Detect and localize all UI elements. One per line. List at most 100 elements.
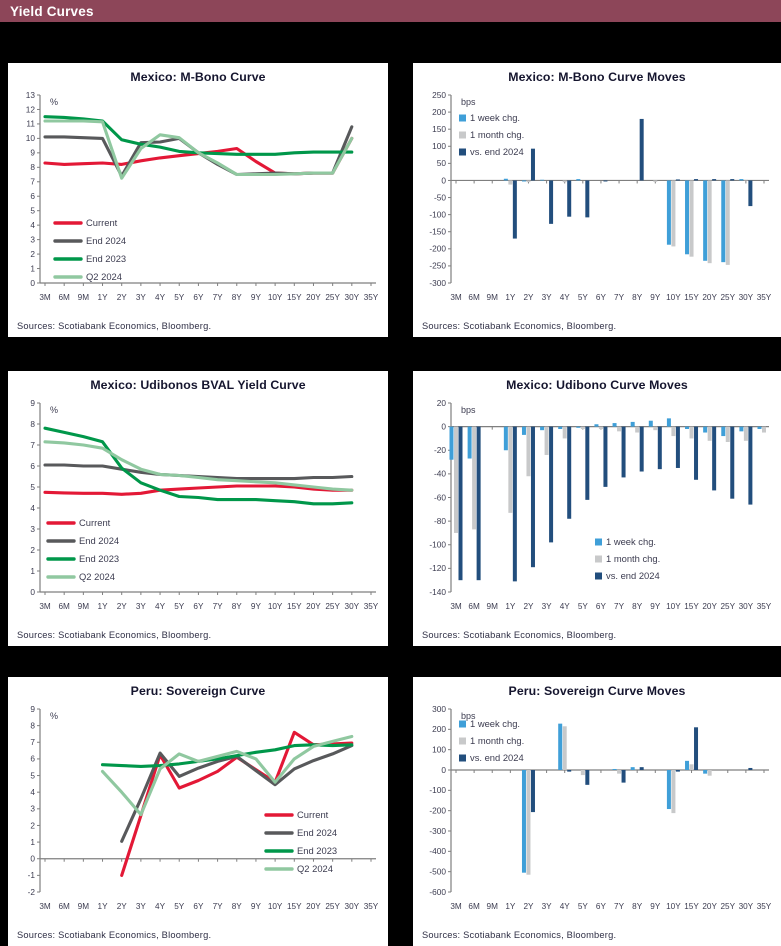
- svg-text:11: 11: [26, 119, 35, 129]
- chart-canvas: 20 0 -20 -40 -60 -80 -100 -120 -140 3M 6M 9M 1Y 2Y 3Y 4…: [429, 398, 772, 611]
- svg-text:Current: Current: [79, 517, 111, 528]
- svg-text:-300: -300: [429, 278, 446, 288]
- legend-item: 1 month chg.: [595, 553, 660, 564]
- svg-text:1Y: 1Y: [98, 902, 109, 911]
- chart-panel-5: Peru: Sovereign Curve Moves 300 200 100 0 -10…: [413, 677, 781, 946]
- svg-text:15Y: 15Y: [684, 902, 699, 911]
- svg-text:9: 9: [30, 148, 35, 158]
- legend-item: End 2023: [46, 553, 119, 564]
- svg-text:1 month chg.: 1 month chg.: [470, 129, 524, 140]
- svg-text:30Y: 30Y: [739, 293, 754, 302]
- svg-text:4Y: 4Y: [560, 602, 571, 611]
- svg-text:6: 6: [30, 461, 35, 471]
- legend-item: 1 week chg.: [595, 536, 656, 547]
- svg-text:30Y: 30Y: [739, 602, 754, 611]
- svg-text:35Y: 35Y: [757, 293, 772, 302]
- svg-text:25Y: 25Y: [325, 293, 340, 302]
- svg-text:20Y: 20Y: [306, 293, 321, 302]
- svg-text:5Y: 5Y: [578, 293, 589, 302]
- legend-item: Current: [264, 809, 329, 820]
- svg-text:25Y: 25Y: [720, 293, 735, 302]
- svg-text:Current: Current: [297, 809, 329, 820]
- legend-item: vs. end 2024: [459, 146, 524, 157]
- section-header-title: Yield Curves: [10, 3, 94, 19]
- svg-text:-2: -2: [28, 887, 36, 897]
- svg-text:4Y: 4Y: [560, 293, 571, 302]
- legend-item: Current: [46, 517, 111, 528]
- legend-item: vs. end 2024: [595, 570, 660, 581]
- svg-text:-500: -500: [429, 866, 446, 876]
- legend-item: 1 month chg.: [459, 129, 524, 140]
- svg-text:8Y: 8Y: [632, 902, 643, 911]
- svg-text:9M: 9M: [487, 602, 499, 611]
- svg-text:-100: -100: [429, 785, 446, 795]
- svg-text:3M: 3M: [39, 602, 51, 611]
- svg-text:6M: 6M: [58, 602, 70, 611]
- svg-text:4Y: 4Y: [155, 293, 166, 302]
- svg-text:35Y: 35Y: [757, 602, 772, 611]
- legend-item: Q2 2024: [46, 571, 115, 582]
- svg-text:15Y: 15Y: [287, 902, 302, 911]
- svg-text:0: 0: [441, 421, 446, 431]
- svg-text:-600: -600: [429, 887, 446, 897]
- svg-text:3Y: 3Y: [136, 293, 147, 302]
- svg-text:10Y: 10Y: [666, 602, 681, 611]
- svg-text:5Y: 5Y: [174, 602, 185, 611]
- svg-text:7: 7: [30, 177, 35, 187]
- svg-text:3: 3: [30, 804, 35, 814]
- svg-text:25Y: 25Y: [720, 602, 735, 611]
- svg-text:20: 20: [437, 398, 447, 408]
- legend-item: End 2024: [53, 235, 126, 246]
- svg-text:8: 8: [30, 720, 35, 730]
- svg-text:-80: -80: [434, 516, 446, 526]
- svg-text:7: 7: [30, 737, 35, 747]
- svg-text:1: 1: [30, 263, 35, 273]
- svg-text:-200: -200: [429, 244, 446, 254]
- source-note: Sources: Scotiabank Economics, Bloomberg…: [422, 630, 617, 640]
- svg-text:35Y: 35Y: [757, 902, 772, 911]
- svg-text:25Y: 25Y: [325, 902, 340, 911]
- svg-text:10: 10: [26, 133, 36, 143]
- svg-text:1Y: 1Y: [98, 602, 109, 611]
- svg-text:1 week chg.: 1 week chg.: [470, 112, 520, 123]
- svg-text:End 2024: End 2024: [86, 235, 126, 246]
- svg-text:7Y: 7Y: [614, 602, 625, 611]
- svg-text:15Y: 15Y: [287, 293, 302, 302]
- svg-text:7Y: 7Y: [213, 902, 224, 911]
- svg-text:End 2024: End 2024: [79, 535, 119, 546]
- svg-text:10Y: 10Y: [268, 902, 283, 911]
- section-header: Yield Curves: [0, 0, 781, 22]
- svg-text:15Y: 15Y: [684, 293, 699, 302]
- svg-text:20Y: 20Y: [306, 902, 321, 911]
- svg-text:10Y: 10Y: [268, 293, 283, 302]
- svg-text:9M: 9M: [78, 293, 90, 302]
- svg-text:9Y: 9Y: [650, 293, 661, 302]
- legend-item: End 2024: [264, 827, 337, 838]
- svg-text:%: %: [50, 405, 58, 415]
- svg-text:9M: 9M: [78, 602, 90, 611]
- svg-text:7Y: 7Y: [213, 293, 224, 302]
- svg-text:3: 3: [30, 234, 35, 244]
- svg-text:Q2 2024: Q2 2024: [86, 271, 122, 282]
- chart-panel-1: Mexico: M-Bono Curve Moves 250 200 150 100 50…: [413, 63, 781, 337]
- svg-text:-150: -150: [429, 227, 446, 237]
- svg-text:bps: bps: [461, 97, 476, 107]
- svg-text:30Y: 30Y: [345, 902, 360, 911]
- svg-text:4Y: 4Y: [560, 902, 571, 911]
- svg-text:3Y: 3Y: [136, 602, 147, 611]
- svg-text:7Y: 7Y: [213, 602, 224, 611]
- svg-text:8Y: 8Y: [232, 602, 243, 611]
- svg-text:2Y: 2Y: [117, 293, 128, 302]
- svg-text:200: 200: [432, 107, 446, 117]
- svg-text:-100: -100: [429, 540, 446, 550]
- svg-text:6: 6: [30, 754, 35, 764]
- legend-item: 1 month chg.: [459, 735, 524, 746]
- svg-text:25Y: 25Y: [325, 602, 340, 611]
- svg-text:5Y: 5Y: [174, 293, 185, 302]
- svg-text:20Y: 20Y: [702, 293, 717, 302]
- svg-text:1Y: 1Y: [505, 602, 516, 611]
- svg-text:300: 300: [432, 704, 446, 714]
- svg-text:2Y: 2Y: [117, 602, 128, 611]
- svg-text:3M: 3M: [450, 293, 462, 302]
